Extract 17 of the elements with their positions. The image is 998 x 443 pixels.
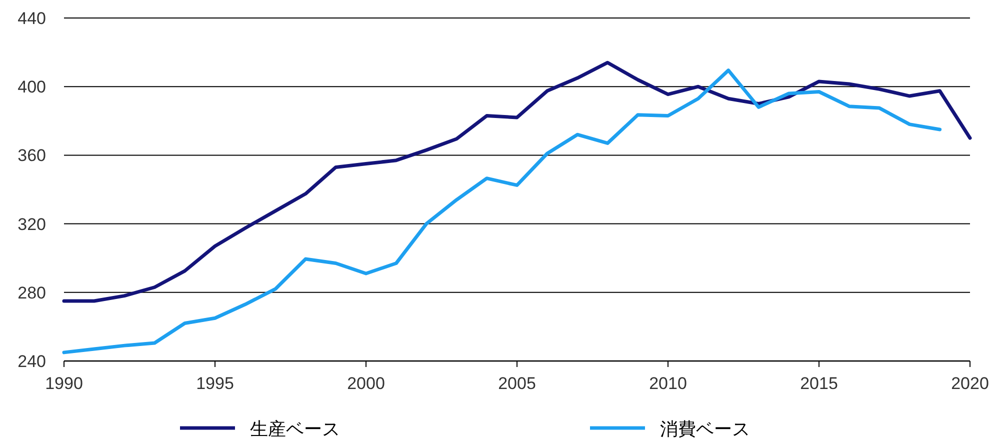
x-tick-label: 2005 <box>498 374 536 393</box>
x-tick-label: 2020 <box>951 374 989 393</box>
y-tick-label: 440 <box>18 9 46 28</box>
x-tick-label: 2000 <box>347 374 385 393</box>
x-tick-label: 1990 <box>45 374 83 393</box>
y-tick-label: 280 <box>18 283 46 302</box>
y-tick-label: 320 <box>18 214 46 234</box>
y-tick-label: 400 <box>18 78 46 97</box>
y-tick-label: 360 <box>18 146 46 166</box>
legend-label: 生産ベース <box>250 419 340 439</box>
x-tick-label: 1995 <box>196 374 234 393</box>
y-tick-label: 240 <box>18 352 46 371</box>
x-tick-label: 2010 <box>649 374 687 393</box>
line-series <box>62 60 972 303</box>
legend-label: 消費ベース <box>660 419 750 439</box>
line-series <box>62 68 942 354</box>
x-tick-label: 2015 <box>800 374 838 393</box>
